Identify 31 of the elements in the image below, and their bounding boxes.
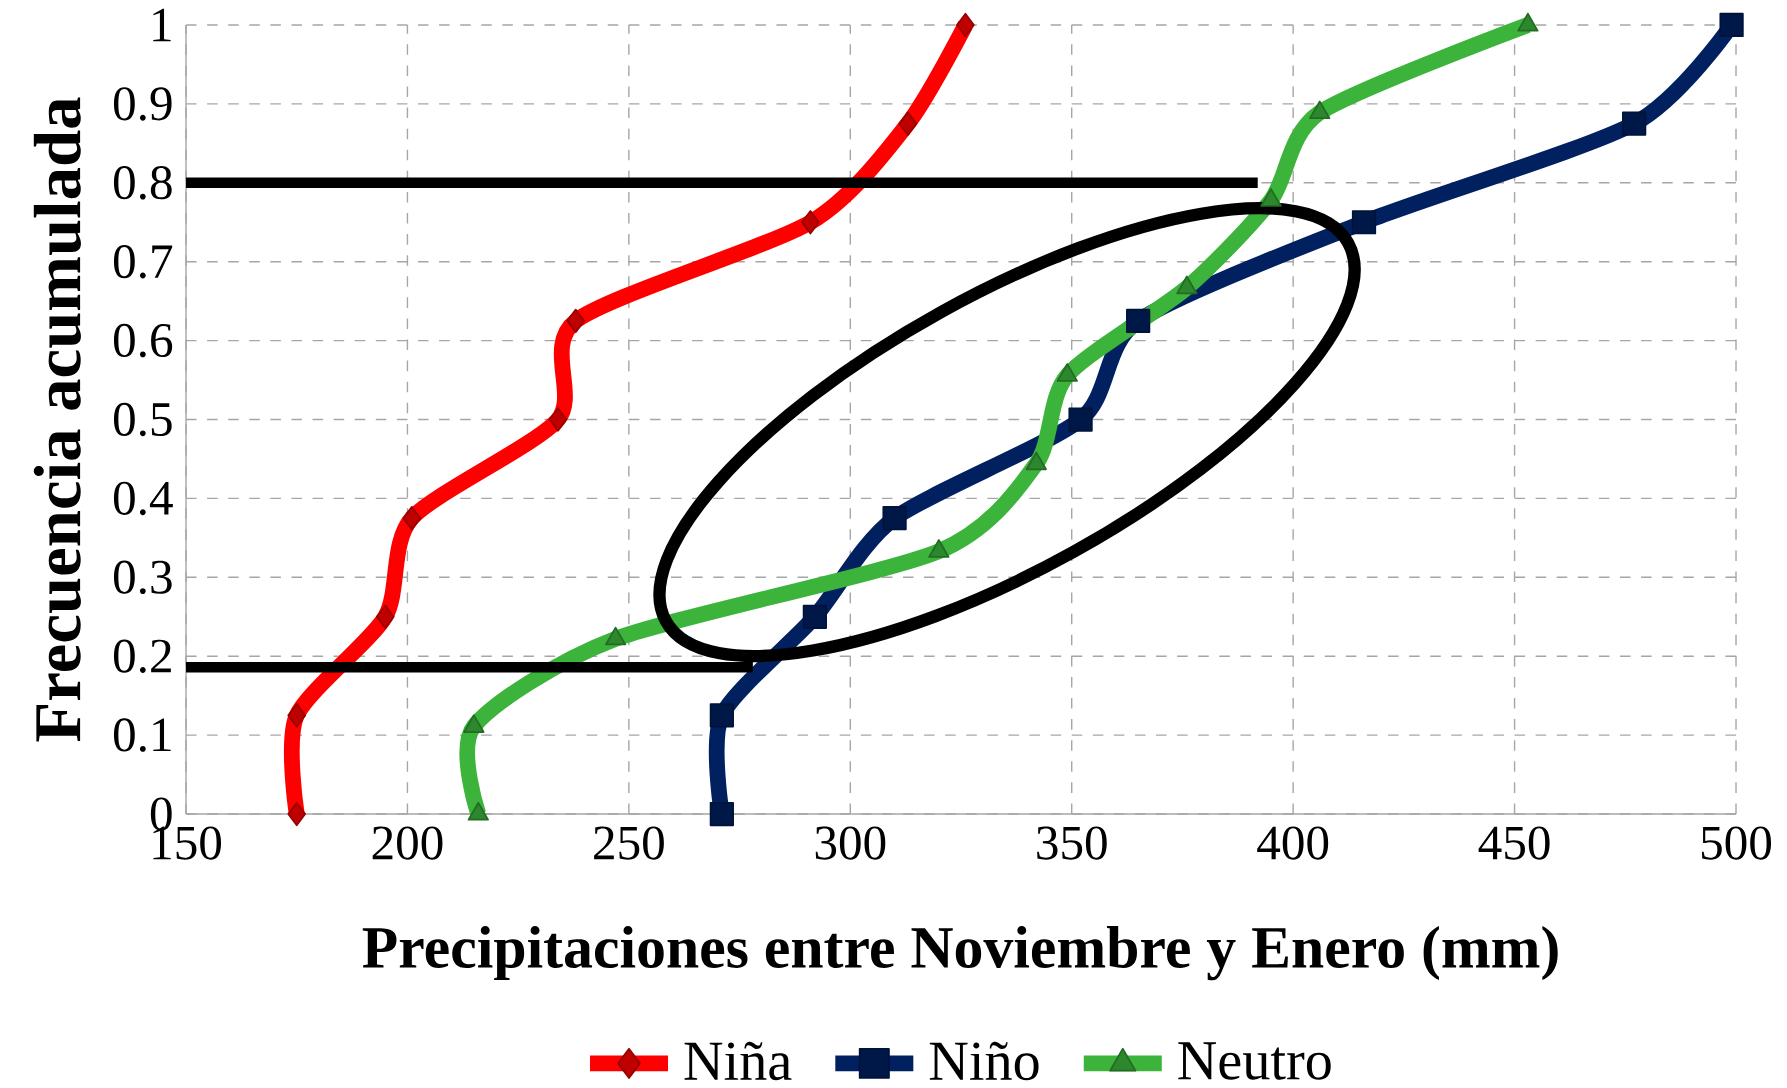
y-tick-label: 0.2 — [113, 639, 171, 673]
x-tick-label: 400 — [1257, 826, 1329, 860]
point — [802, 604, 827, 629]
y-tick-label: 0.3 — [113, 560, 172, 595]
y-tick-label: 0.1 — [113, 718, 171, 752]
y-tick-label: 1 — [153, 8, 171, 42]
x-tick-label: 350 — [1037, 826, 1107, 860]
x-tick-label: 450 — [1478, 826, 1550, 860]
point — [1351, 210, 1377, 235]
point — [1126, 308, 1151, 333]
x-tick-label: 200 — [372, 826, 443, 860]
y-tick-label: 0.7 — [113, 244, 173, 279]
legend-label: Neutro — [1178, 1042, 1331, 1080]
y-tick-label: 0.5 — [113, 402, 172, 437]
point — [709, 703, 734, 728]
y-axis-title: Frecuencia acumulada — [33, 97, 81, 742]
y-tick-label: 0.6 — [113, 323, 173, 358]
x-tick-label: 300 — [815, 826, 886, 860]
y-tick-label: 0.4 — [113, 481, 173, 516]
point — [709, 801, 734, 827]
x-tick-label: 250 — [594, 826, 664, 860]
x-axis-title: Precipitaciones entre Noviembre y Enero (mm) — [362, 925, 1558, 981]
legend-label: Niña — [684, 1041, 792, 1081]
point — [1622, 111, 1647, 136]
legend-label: Niño — [929, 1041, 1039, 1081]
y-tick-label: 0.9 — [113, 87, 172, 121]
point — [1068, 407, 1093, 432]
y-tick-label: 0.8 — [113, 166, 172, 200]
x-tick-label: 500 — [1701, 826, 1772, 860]
point — [882, 506, 907, 531]
point — [1719, 12, 1744, 38]
